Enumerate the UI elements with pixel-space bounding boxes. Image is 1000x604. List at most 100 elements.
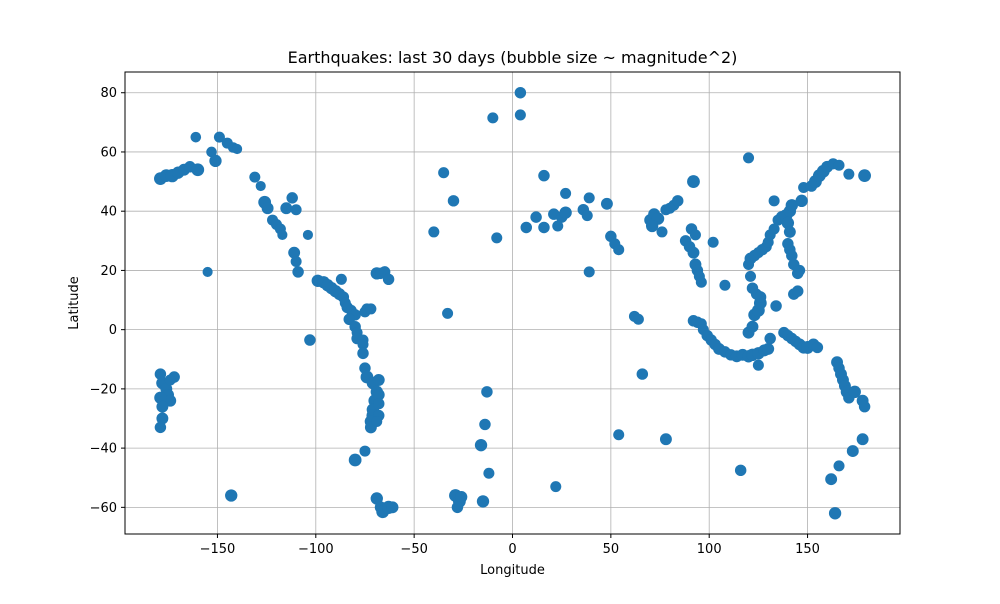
y-tick-label: 20 [100, 264, 117, 279]
earthquake-point [335, 273, 347, 285]
earthquake-point [386, 501, 399, 514]
earthquake-point [695, 276, 707, 288]
earthquake-point [768, 195, 780, 207]
earthquake-point [783, 225, 796, 238]
earthquake-point [261, 202, 274, 215]
earthquake-point [613, 429, 625, 441]
earthquake-point [202, 266, 213, 277]
y-axis-label: Latitude [67, 276, 82, 330]
earthquake-point [520, 221, 532, 234]
earthquake-point [479, 418, 491, 431]
earthquake-point [550, 481, 562, 493]
earthquake-point [743, 152, 755, 164]
earthquake-point [474, 438, 488, 452]
earthquake-point [373, 397, 385, 410]
earthquake-point [190, 131, 202, 143]
earthquake-point [209, 154, 222, 168]
earthquake-point [833, 460, 845, 472]
earthquake-point [707, 236, 719, 248]
earthquake-point [746, 320, 759, 333]
earthquake-point [659, 433, 672, 446]
earthquake-point [164, 374, 176, 386]
earthquake-point [359, 445, 371, 457]
earthquake-point [302, 229, 314, 240]
earthquake-point [249, 171, 261, 183]
y-tick-label: 0 [109, 323, 117, 338]
earthquake-point [762, 342, 775, 355]
x-tick-label: −100 [298, 542, 334, 557]
earthquake-point [156, 412, 169, 425]
earthquake-point [365, 303, 377, 315]
x-axis-label: Longitude [480, 563, 545, 578]
earthquake-point [794, 264, 806, 276]
earthquake-point [613, 244, 625, 256]
earthquake-point [277, 229, 288, 240]
earthquake-point [552, 220, 564, 232]
earthquake-point [689, 229, 701, 241]
earthquake-point [687, 175, 700, 188]
earthquake-point [843, 168, 855, 180]
x-tick-label: 50 [603, 542, 620, 557]
earthquake-point [734, 464, 747, 477]
earthquake-point [791, 285, 804, 297]
earthquake-point [560, 187, 572, 199]
earthquake-point [770, 300, 782, 312]
earthquake-point [656, 226, 668, 238]
earthquake-point [438, 167, 450, 179]
earthquake-point [491, 232, 503, 244]
earthquake-point [481, 386, 493, 398]
earthquake-point [371, 415, 383, 427]
grid [125, 72, 900, 534]
earthquake-point [286, 192, 298, 204]
earthquake-point [811, 341, 824, 354]
earthquake-point [825, 473, 838, 486]
earthquake-point [581, 210, 593, 222]
earthquake-point [290, 256, 302, 268]
earthquake-point [538, 169, 550, 182]
earthquake-point [636, 368, 649, 380]
earthquake-point [451, 501, 464, 514]
x-tick-label: −150 [200, 542, 236, 557]
earthquake-point [304, 334, 316, 346]
earthquake-point [858, 169, 871, 183]
earthquake-point [514, 109, 526, 121]
earthquake-point [255, 180, 266, 192]
x-tick-label: 100 [697, 542, 722, 557]
earthquake-point [156, 400, 169, 413]
earthquake-point [476, 495, 490, 508]
earthquake-point [455, 491, 468, 503]
earthquake-point [206, 146, 217, 158]
earthquake-point [191, 163, 205, 177]
earthquake-point [213, 131, 225, 143]
earthquake-point [372, 388, 385, 401]
earthquake-point [232, 143, 243, 155]
x-tick-label: 150 [795, 542, 820, 557]
earthquake-point [752, 359, 764, 371]
earthquake-point [768, 223, 780, 235]
earthquake-point [833, 159, 845, 171]
earthquake-point [530, 211, 542, 223]
earthquake-point [719, 279, 731, 291]
earthquake-point [856, 433, 869, 446]
earthquake-point [744, 270, 757, 282]
earthquake-point [348, 453, 362, 467]
earthquake-point [483, 467, 495, 479]
earthquake-point [583, 192, 595, 204]
y-tick-label: 40 [100, 205, 117, 220]
earthquake-point [858, 400, 871, 413]
earthquake-point [428, 226, 440, 238]
earthquake-point [154, 421, 167, 434]
y-tick-label: −60 [90, 501, 117, 516]
earthquake-point [372, 374, 385, 386]
earthquake-point [848, 385, 861, 399]
earthquake-point [538, 221, 550, 234]
chart-title: Earthquakes: last 30 days (bubble size ~… [288, 48, 738, 67]
earthquake-point [746, 282, 759, 294]
earthquake-point [288, 246, 301, 259]
x-tick-label: −50 [400, 542, 427, 557]
earthquake-point [280, 202, 293, 215]
y-tick-label: 60 [100, 145, 117, 160]
earthquake-point [225, 489, 238, 502]
